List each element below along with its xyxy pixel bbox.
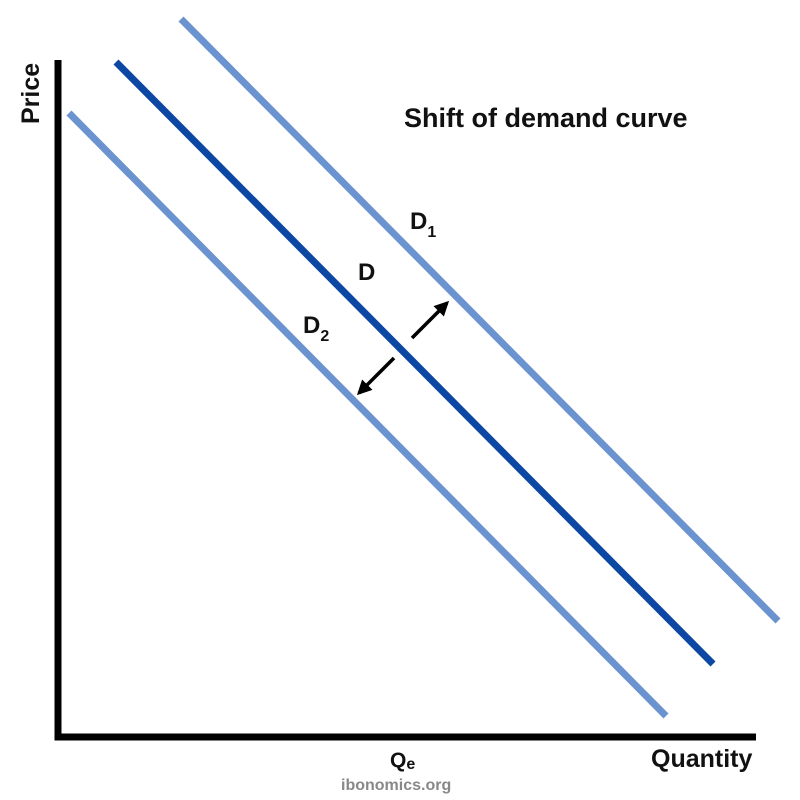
shift-arrow-right bbox=[410, 300, 450, 340]
demand-curve-d2 bbox=[66, 110, 669, 719]
source-footer: ibonomics.org bbox=[341, 777, 451, 794]
x-tick-qe: Qe bbox=[390, 749, 415, 773]
curve-label-d2: D2 bbox=[303, 312, 329, 345]
shift-arrow-left bbox=[356, 356, 396, 396]
curve-label-d: D bbox=[358, 259, 375, 286]
demand-curve-d1 bbox=[178, 16, 781, 624]
y-axis-label: Price bbox=[17, 63, 45, 124]
curve-label-d1: D1 bbox=[410, 208, 436, 241]
demand-curve-d bbox=[113, 59, 716, 667]
diagram-title: Shift of demand curve bbox=[404, 103, 688, 133]
x-axis-label: Quantity bbox=[651, 745, 752, 773]
